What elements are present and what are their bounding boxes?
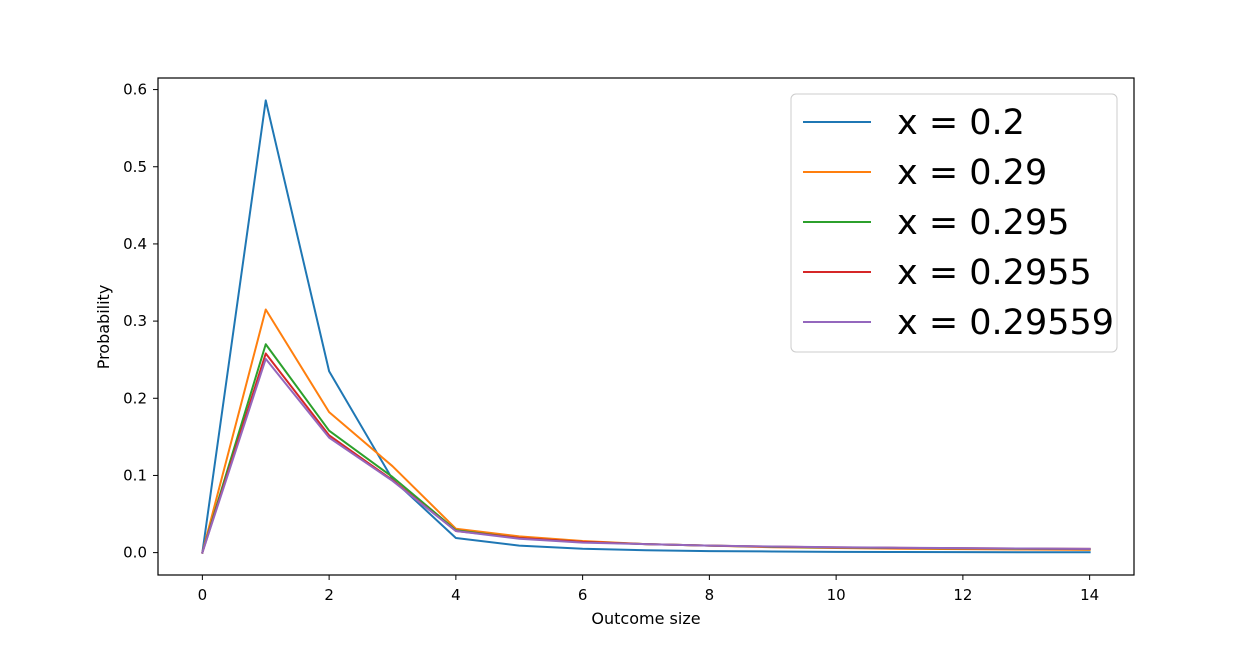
y-tick-label: 0.1: [123, 466, 147, 484]
x-tick-label: 8: [705, 586, 715, 604]
legend-label-4: x = 0.2955: [897, 253, 1092, 293]
x-tick-label: 0: [198, 586, 208, 604]
legend-label-1: x = 0.2: [897, 103, 1025, 143]
y-tick-label: 0.5: [123, 158, 147, 176]
x-tick-label: 12: [953, 586, 972, 604]
y-axis-label: Probability: [94, 285, 113, 370]
plot-frame: [157, 77, 1135, 576]
series-line-1: [201, 99, 1091, 554]
legend-label-2: x = 0.29: [897, 153, 1047, 193]
x-axis-ticks: 0 2 4 6 8 10 12 14: [198, 575, 1099, 604]
x-axis-label: Outcome size: [591, 609, 700, 628]
x-tick-label: 2: [324, 586, 334, 604]
y-axis-ticks: 0.0 0.1 0.2 0.3 0.4 0.5 0.6: [123, 81, 158, 562]
y-tick-label: 0.4: [123, 235, 147, 253]
x-tick-label: 6: [578, 586, 588, 604]
legend-label-3: x = 0.295: [897, 203, 1070, 243]
x-tick-label: 14: [1080, 586, 1099, 604]
y-tick-label: 0.6: [123, 81, 147, 99]
series-line-5: [201, 357, 1091, 554]
y-tick-label: 0.3: [123, 312, 147, 330]
x-tick-label: 10: [827, 586, 846, 604]
series-layer: [201, 99, 1091, 554]
y-tick-label: 0.0: [123, 544, 147, 562]
x-tick-label: 4: [451, 586, 461, 604]
legend-label-5: x = 0.29559: [897, 303, 1114, 343]
y-tick-label: 0.2: [123, 389, 147, 407]
legend: x = 0.2 x = 0.29 x = 0.295 x = 0.2955 x = 0.…: [790, 93, 1118, 353]
legend-box: [790, 93, 1118, 353]
